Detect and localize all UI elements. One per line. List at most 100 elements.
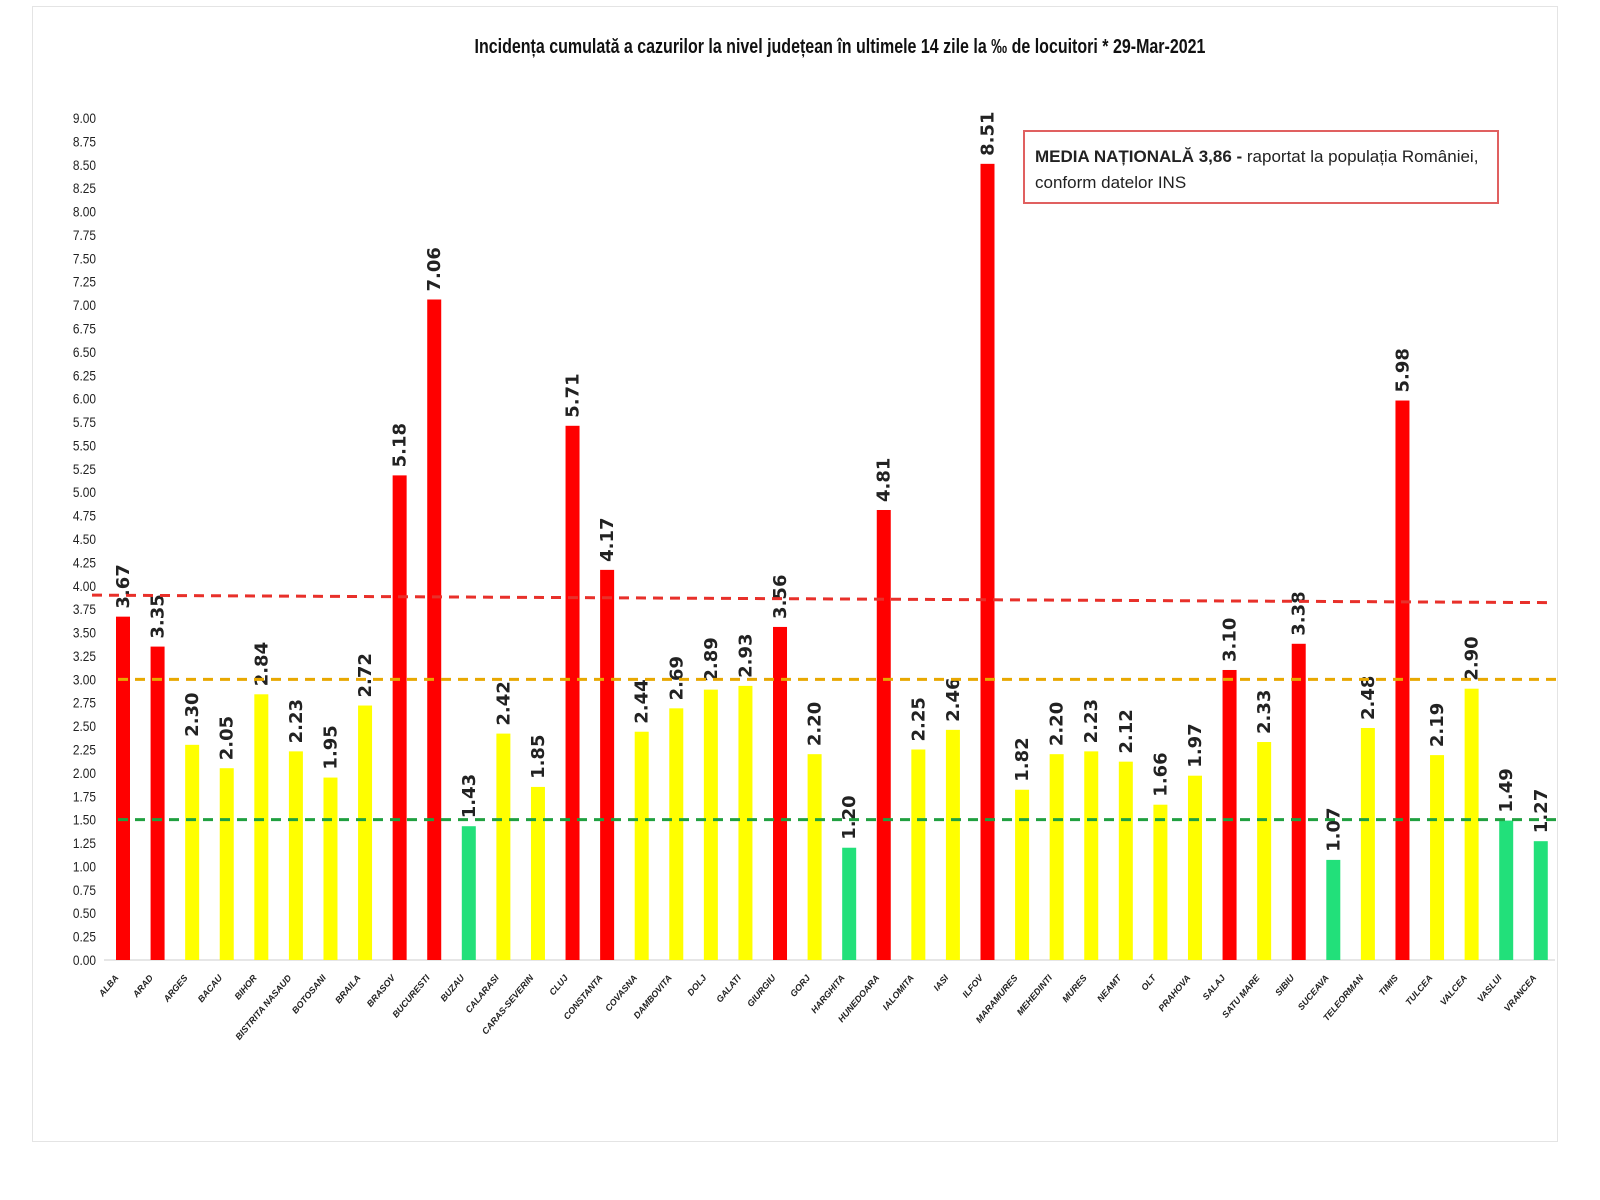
data-label: 2.19 [1427, 703, 1448, 747]
x-tick-label: TULCEA [1403, 973, 1434, 1007]
bar-prahova [1187, 775, 1202, 960]
y-tick-label: 4.00 [73, 578, 96, 594]
data-label: 1.82 [1012, 737, 1033, 781]
data-label: 2.23 [1081, 699, 1102, 743]
bar-maramures [1015, 789, 1030, 960]
x-tick-label: ARGES [161, 973, 190, 1005]
data-label: 3.10 [1220, 618, 1241, 662]
x-tick-label: CLUJ [547, 972, 570, 997]
x-tick-label: HARGHITA [809, 973, 847, 1015]
x-tick-label: BUZAU [438, 972, 466, 1003]
y-tick-label: 5.50 [73, 438, 96, 454]
y-tick-label: 2.25 [73, 742, 96, 758]
data-label: 2.90 [1462, 636, 1483, 680]
bar-harghita [842, 847, 857, 960]
data-label: 2.42 [493, 681, 514, 725]
bar-botosani [323, 777, 338, 960]
y-tick-label: 7.25 [73, 274, 96, 290]
x-tick-label: SALAJ [1200, 972, 1227, 1002]
y-tick-label: 1.50 [73, 812, 96, 828]
y-tick-label: 5.25 [73, 461, 96, 477]
x-tick-label: IALOMITA [881, 973, 916, 1012]
data-label: 2.72 [355, 653, 376, 697]
bar-tulcea [1430, 755, 1445, 960]
bar-calarasi [496, 733, 511, 960]
bar-bistrita-nasaud [288, 751, 303, 960]
y-tick-label: 4.50 [73, 531, 96, 547]
x-tick-label: OLT [1139, 972, 1159, 993]
data-label: 2.30 [182, 692, 203, 736]
bar-suceava [1326, 859, 1341, 960]
x-tick-label: PRAHOVA [1156, 973, 1192, 1013]
y-tick-label: 2.75 [73, 695, 96, 711]
data-label: 3.67 [113, 564, 134, 608]
x-tick-label: GALATI [714, 972, 743, 1004]
bar-braila [358, 705, 373, 960]
y-tick-label: 6.50 [73, 344, 96, 360]
data-label: 4.81 [874, 458, 895, 502]
x-tick-label: NEAMT [1095, 972, 1124, 1004]
x-tick-label: VASLUI [1475, 972, 1504, 1004]
x-tick-label: SIBIU [1273, 972, 1296, 997]
y-tick-label: 8.75 [73, 133, 96, 149]
annotation-line2: conform datelor INS [1035, 173, 1187, 192]
y-tick-label: 6.00 [73, 391, 96, 407]
y-tick-label: 8.25 [73, 180, 96, 196]
data-label: 1.43 [459, 774, 480, 818]
x-tick-label: BOTOSANI [290, 972, 328, 1015]
bar-cluj [565, 425, 580, 960]
bar-bacau [219, 768, 234, 960]
y-tick-label: 3.75 [73, 601, 96, 617]
y-tick-label: 0.50 [73, 905, 96, 921]
y-tick-label: 2.00 [73, 765, 96, 781]
y-tick-label: 7.00 [73, 297, 96, 313]
bar-ilfov [980, 163, 995, 960]
bar-hunedoara [876, 509, 891, 960]
annotation-bold: MEDIA NAȚIONALĂ 3,86 - [1035, 147, 1243, 166]
data-label: 8.51 [978, 111, 999, 155]
data-label: 2.93 [735, 633, 756, 677]
bar-caras-severin [530, 786, 545, 960]
national-average-line [91, 593, 1549, 605]
bar-buzau [461, 826, 476, 960]
bar-sibiu [1291, 643, 1306, 960]
x-tick-label: TIMIS [1377, 973, 1400, 998]
y-tick-label: 4.75 [73, 508, 96, 524]
bar-brasov [392, 475, 407, 960]
y-tick-label: 5.75 [73, 414, 96, 430]
y-tick-label: 7.50 [73, 250, 96, 266]
data-label: 2.23 [286, 699, 307, 743]
y-tick-label: 8.50 [73, 157, 96, 173]
bar-mehedinti [1049, 754, 1064, 960]
y-tick-label: 1.25 [73, 835, 96, 851]
x-tick-label: ALBA [96, 973, 120, 999]
bar-teleorman [1360, 727, 1375, 960]
x-tick-label: SUCEAVA [1296, 973, 1331, 1012]
x-tick-label: ILFOV [960, 972, 985, 999]
bar-bucuresti [427, 299, 442, 960]
y-tick-label: 6.25 [73, 367, 96, 383]
x-tick-label: COVASNA [603, 973, 639, 1013]
data-label: 3.56 [770, 575, 791, 619]
bar-neamt [1118, 761, 1133, 960]
data-label: 5.98 [1392, 348, 1413, 392]
data-label: 1.27 [1531, 789, 1552, 833]
bar-valcea [1464, 688, 1479, 960]
y-tick-label: 0.00 [73, 952, 96, 968]
x-tick-label: VALCEA [1438, 973, 1469, 1007]
y-tick-label: 5.00 [73, 484, 96, 500]
y-tick-label: 3.00 [73, 671, 96, 687]
bar-covasna [634, 731, 649, 960]
bar-vaslui [1499, 820, 1514, 960]
x-tick-label: BACAU [196, 972, 225, 1004]
data-label: 1.85 [528, 735, 549, 779]
data-label: 3.35 [148, 594, 169, 638]
x-tick-label: DOLJ [685, 972, 709, 998]
y-tick-label: 3.50 [73, 625, 96, 641]
data-label: 2.20 [805, 702, 826, 746]
x-tick-label: IASI [932, 972, 951, 992]
data-label: 2.12 [1116, 709, 1137, 753]
bar-satu-mare [1257, 742, 1272, 960]
data-label: 5.71 [563, 373, 584, 417]
